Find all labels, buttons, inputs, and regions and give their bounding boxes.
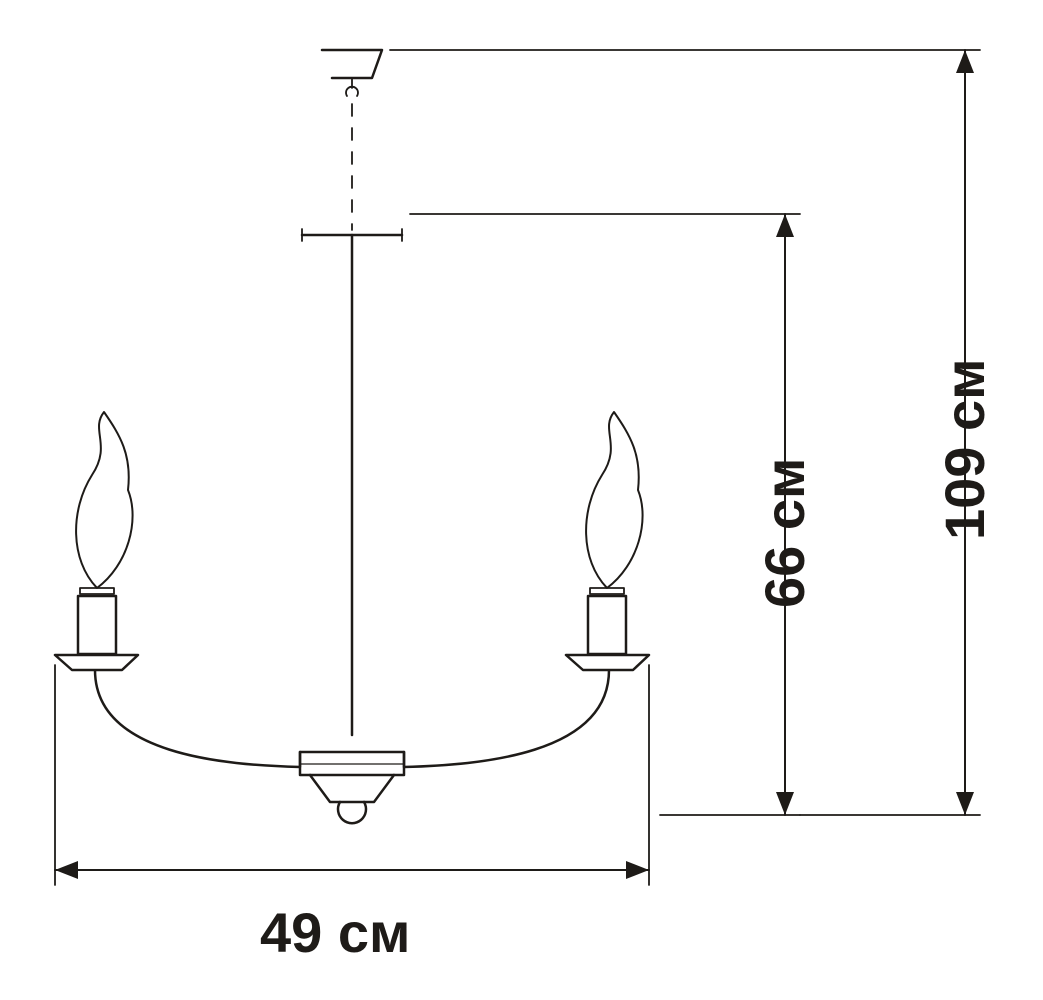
dimension-diagram: 49 см 66 см 109 см [0,0,1043,1000]
right-drip-cup [566,655,649,670]
left-drip-cup [55,655,138,670]
dimension-height-total [390,50,980,815]
drawing-svg [0,0,1043,1000]
right-flame-bulb [586,412,643,588]
finial-ball [338,802,366,823]
height-inner-label: 66 см [752,458,817,608]
left-flame-bulb [76,412,133,588]
finial-upper [310,775,394,802]
canopy-outline [322,50,382,78]
left-socket [78,596,116,654]
width-label: 49 см [260,900,410,965]
height-total-label: 109 см [932,358,997,540]
right-socket [588,596,626,654]
